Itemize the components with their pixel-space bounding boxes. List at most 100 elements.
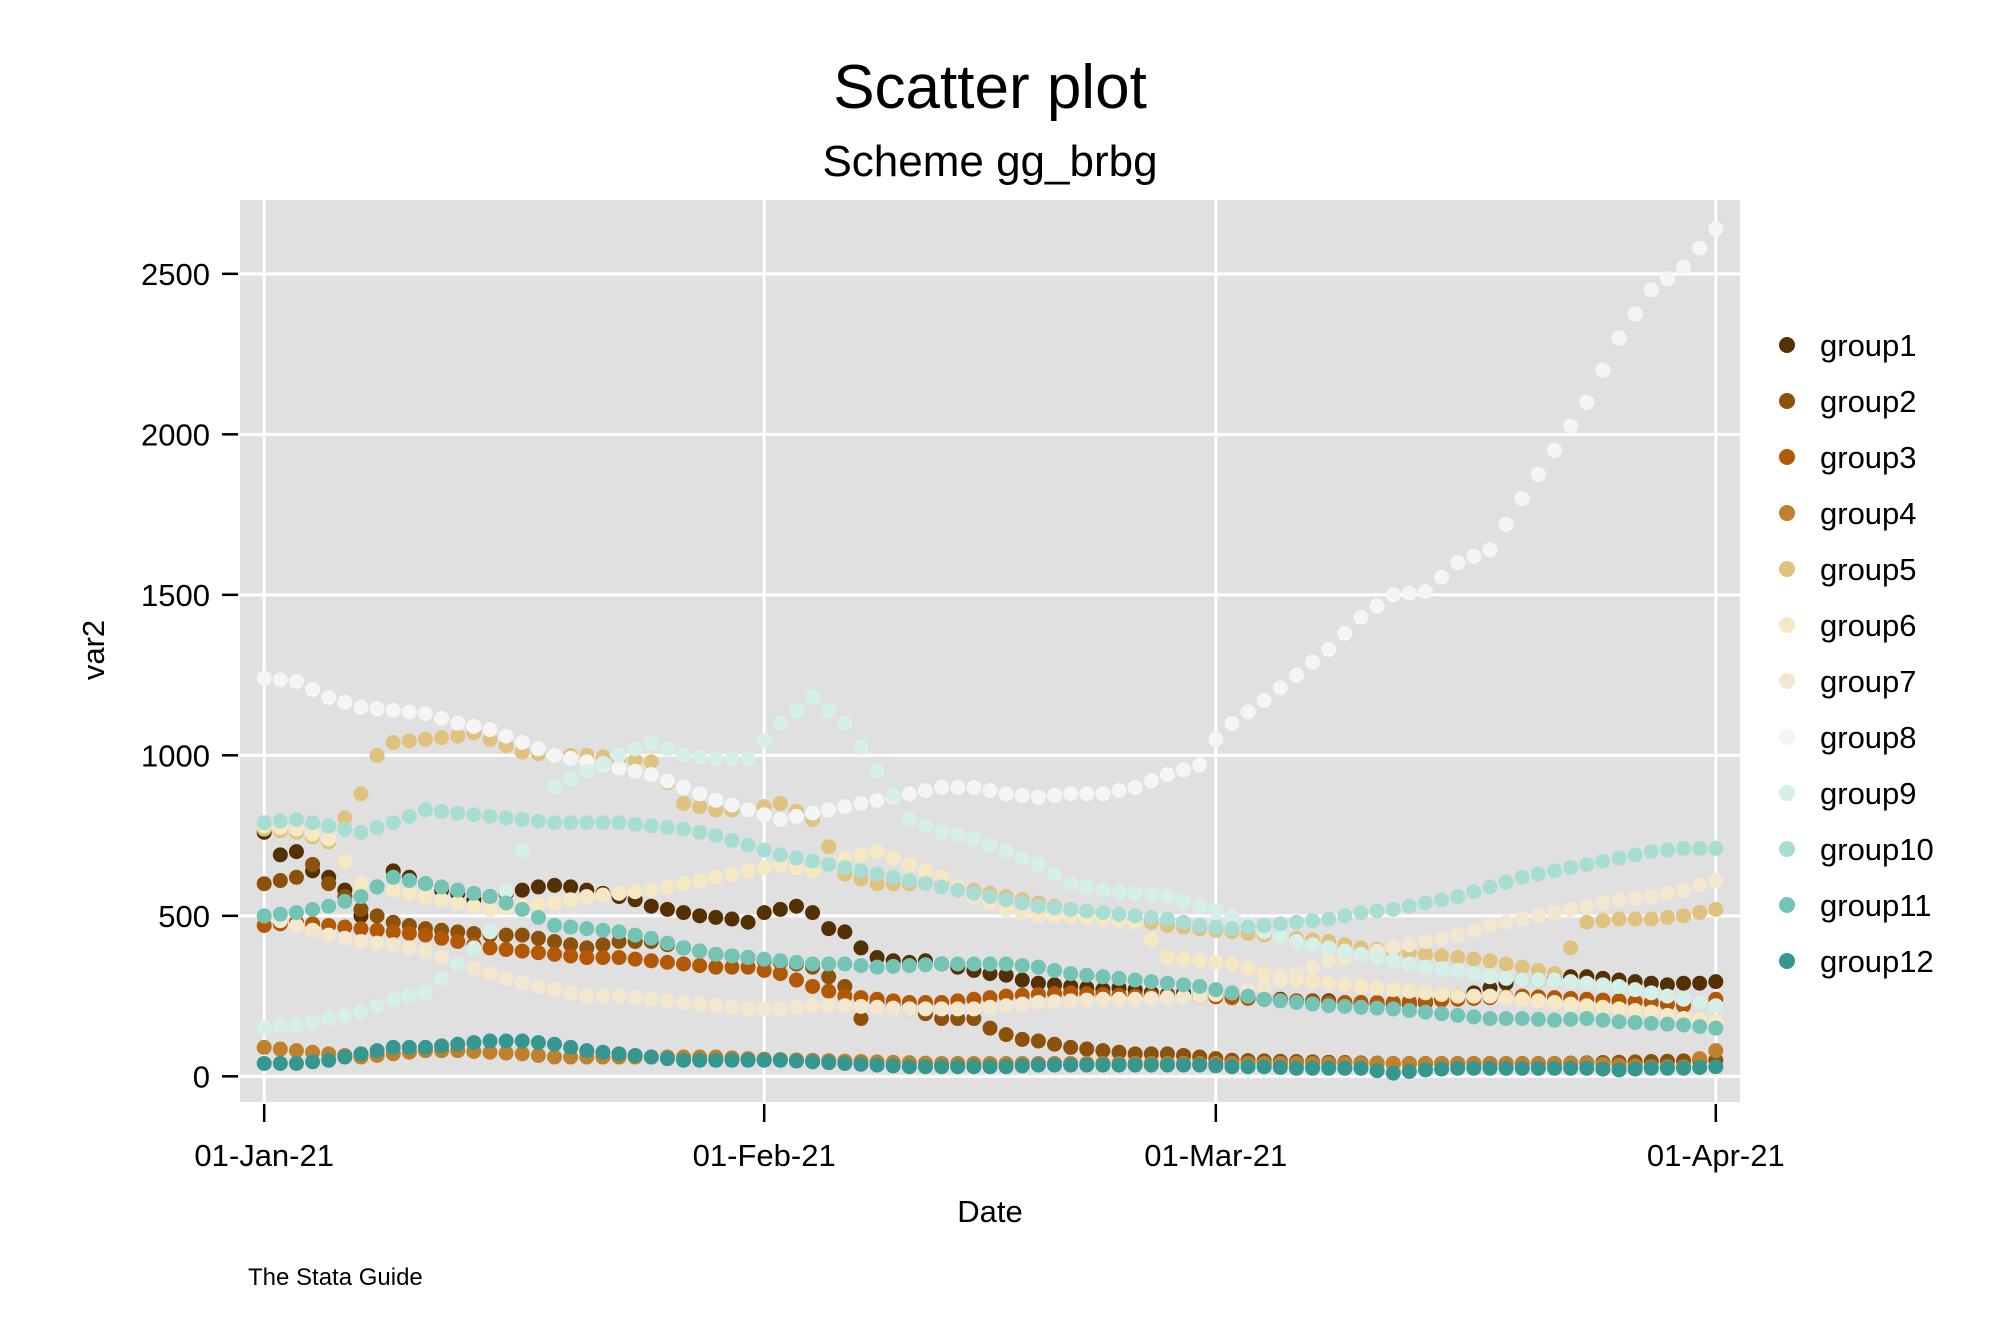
data-point-group10 <box>353 824 369 840</box>
data-point-group7 <box>1143 990 1159 1006</box>
data-point-group9 <box>1434 961 1450 977</box>
legend-label: group11 <box>1820 888 1931 923</box>
data-point-group5 <box>337 810 353 826</box>
data-point-group11 <box>998 956 1014 972</box>
data-point-group11 <box>1643 1015 1659 1031</box>
data-point-group7 <box>1079 992 1095 1008</box>
data-point-group12 <box>1401 1064 1417 1080</box>
data-point-group9 <box>1353 946 1369 962</box>
data-point-group10 <box>1530 866 1546 882</box>
data-point-group10 <box>998 892 1014 908</box>
data-point-group10 <box>627 816 643 832</box>
data-point-group2 <box>1030 1033 1046 1049</box>
data-point-group8 <box>1514 491 1530 507</box>
data-point-group9 <box>434 970 450 986</box>
data-point-group1 <box>821 921 837 937</box>
data-point-group7 <box>1434 930 1450 946</box>
data-point-group8 <box>1192 757 1208 773</box>
legend-marker <box>1779 393 1795 409</box>
data-point-group10 <box>1514 869 1530 885</box>
data-point-group5 <box>1417 946 1433 962</box>
data-point-group11 <box>1030 959 1046 975</box>
data-point-group1 <box>756 905 772 921</box>
data-point-group12 <box>1111 1057 1127 1073</box>
data-point-group11 <box>450 882 466 898</box>
data-point-group8 <box>1466 548 1482 564</box>
data-point-group8 <box>1595 362 1611 378</box>
data-point-group12 <box>466 1035 482 1051</box>
data-point-group6 <box>1321 975 1337 991</box>
data-point-group11 <box>1111 970 1127 986</box>
legend-marker <box>1779 337 1795 353</box>
data-point-group9 <box>288 1017 304 1033</box>
data-point-group10 <box>611 815 627 831</box>
data-point-group9 <box>869 763 885 779</box>
data-point-group10 <box>579 815 595 831</box>
data-point-group12 <box>1676 1060 1692 1076</box>
data-point-group9 <box>1450 962 1466 978</box>
data-point-group2 <box>288 869 304 885</box>
data-point-group1 <box>1659 977 1675 993</box>
data-point-group10 <box>1579 856 1595 872</box>
series-group9 <box>256 690 1724 1036</box>
series-group11 <box>256 869 1724 1036</box>
data-point-group6 <box>450 895 466 911</box>
data-point-group2 <box>1047 1036 1063 1052</box>
data-point-group9 <box>1498 970 1514 986</box>
data-point-group9 <box>966 831 982 847</box>
data-point-group6 <box>756 860 772 876</box>
data-point-group7 <box>869 999 885 1015</box>
data-point-group9 <box>417 985 433 1001</box>
data-point-group12 <box>1498 1060 1514 1076</box>
data-point-group3 <box>514 943 530 959</box>
data-point-group12 <box>1369 1063 1385 1079</box>
data-point-group6 <box>321 831 337 847</box>
legend-item-group1: group1 <box>1779 328 1917 363</box>
data-point-group9 <box>1627 982 1643 998</box>
data-point-group10 <box>417 802 433 818</box>
data-point-group7 <box>1676 882 1692 898</box>
data-point-group9 <box>740 751 756 767</box>
data-point-group10 <box>1272 916 1288 932</box>
data-point-group9 <box>1466 966 1482 982</box>
series-group10 <box>256 802 1724 937</box>
data-point-group9 <box>998 844 1014 860</box>
data-point-group5 <box>1595 913 1611 929</box>
data-point-group12 <box>1143 1057 1159 1073</box>
data-point-group12 <box>1692 1059 1708 1075</box>
data-point-group12 <box>917 1059 933 1075</box>
data-point-group6 <box>676 876 692 892</box>
data-point-group7 <box>514 975 530 991</box>
data-point-group11 <box>272 906 288 922</box>
data-point-group8 <box>385 702 401 718</box>
data-point-group7 <box>885 1000 901 1016</box>
legend-label: group6 <box>1820 608 1917 643</box>
data-point-group10 <box>256 815 272 831</box>
data-point-group8 <box>1143 773 1159 789</box>
legend-item-group6: group6 <box>1779 608 1917 643</box>
legend-label: group1 <box>1820 328 1917 363</box>
data-point-group11 <box>1127 972 1143 988</box>
data-point-group10 <box>1047 900 1063 916</box>
data-point-group11 <box>1482 1011 1498 1027</box>
y-tick-label: 500 <box>158 899 210 934</box>
data-point-group1 <box>837 924 853 940</box>
x-tick-label: 01-Mar-21 <box>1144 1138 1287 1173</box>
data-point-group11 <box>1498 1011 1514 1027</box>
data-point-group10 <box>756 842 772 858</box>
data-point-group11 <box>901 958 917 974</box>
data-point-group6 <box>692 873 708 889</box>
x-tick-label: 01-Feb-21 <box>693 1138 836 1173</box>
data-point-group6 <box>611 885 627 901</box>
data-point-group9 <box>321 1011 337 1027</box>
data-point-group3 <box>676 956 692 972</box>
data-point-group7 <box>466 961 482 977</box>
data-point-group9 <box>1288 934 1304 950</box>
data-point-group10 <box>466 807 482 823</box>
legend: group1 group2 group3 group4 group5 group6 grou… <box>1779 328 1934 979</box>
data-point-group11 <box>256 908 272 924</box>
data-point-group5 <box>1708 901 1724 917</box>
data-point-group9 <box>788 702 804 718</box>
data-point-group7 <box>821 998 837 1014</box>
data-point-group9 <box>950 828 966 844</box>
